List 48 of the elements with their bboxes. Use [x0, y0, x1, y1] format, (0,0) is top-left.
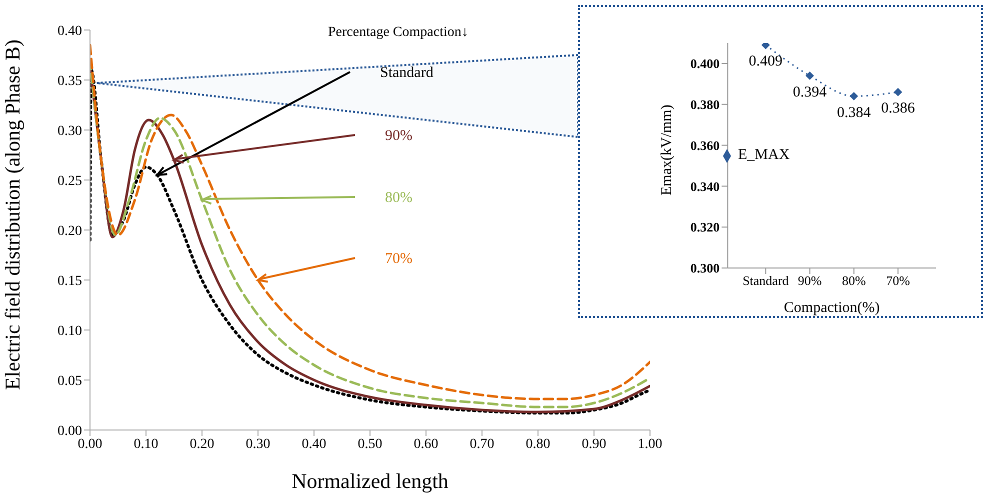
y-tick-label: 0.400 — [690, 56, 720, 72]
text: 90% — [385, 128, 412, 144]
y-tick-label: 0.05 — [58, 374, 82, 389]
x-tick-label: 0.50 — [358, 436, 382, 452]
x-tick-label: 0.30 — [246, 436, 270, 452]
data-label: 0.409 — [748, 54, 783, 70]
y-axis-title: Electric field distribution (along Phase B) — [0, 39, 24, 390]
y-tick-label: 0.300 — [690, 260, 720, 276]
data-label: 0.384 — [837, 104, 872, 121]
y-tick-label: 0.360 — [690, 138, 720, 153]
x-tick-label: 0.70 — [470, 436, 494, 452]
x-tick-label: 0.80 — [526, 436, 550, 452]
y-axis-title: Emax(kV/mm) — [658, 104, 675, 196]
x-tick-label: 70% — [886, 273, 910, 288]
y-tick-label: 0.35 — [58, 74, 82, 89]
y-tick-label: 0.00 — [58, 424, 82, 439]
point — [894, 88, 902, 96]
point — [806, 72, 814, 80]
x-tick-label: 0.40 — [302, 436, 326, 452]
y-tick-label: 0.20 — [58, 224, 82, 239]
y-tick-label: 0.30 — [58, 124, 82, 139]
x-axis-title: Normalized length — [292, 469, 449, 493]
y-tick-label: 0.340 — [690, 178, 720, 194]
x-tick-label: 90% — [798, 273, 822, 288]
x-tick-label: Standard — [742, 273, 790, 288]
x-tick-label: 1.00 — [638, 436, 662, 452]
y-tick-label: 0.15 — [58, 274, 82, 289]
text: Standard — [380, 65, 434, 81]
x-tick-label: 80% — [842, 273, 866, 288]
x-tick-label: 0.00 — [78, 436, 102, 452]
text: 80% — [385, 190, 412, 206]
point — [850, 92, 858, 100]
x-axis-title: Compaction(%) — [784, 300, 880, 316]
x-tick-label: 0.10 — [134, 436, 158, 452]
x-tick-label: 0.90 — [582, 436, 606, 452]
y-tick-label: 0.380 — [690, 96, 720, 112]
text: 70% — [385, 251, 412, 267]
data-label: 0.394 — [792, 84, 828, 100]
y-tick-label: 0.320 — [690, 220, 720, 235]
y-tick-label: 0.40 — [58, 24, 82, 39]
x-tick-label: 0.20 — [190, 436, 214, 452]
data-label: 0.386 — [881, 100, 916, 117]
x-tick-label: 0.60 — [414, 436, 438, 452]
legend-label: E_MAX — [738, 147, 790, 163]
y-tick-label: 0.10 — [58, 324, 82, 339]
annotation: Percentage Compaction↓ — [328, 25, 468, 40]
point — [762, 43, 770, 50]
y-tick-label: 0.25 — [58, 174, 82, 189]
